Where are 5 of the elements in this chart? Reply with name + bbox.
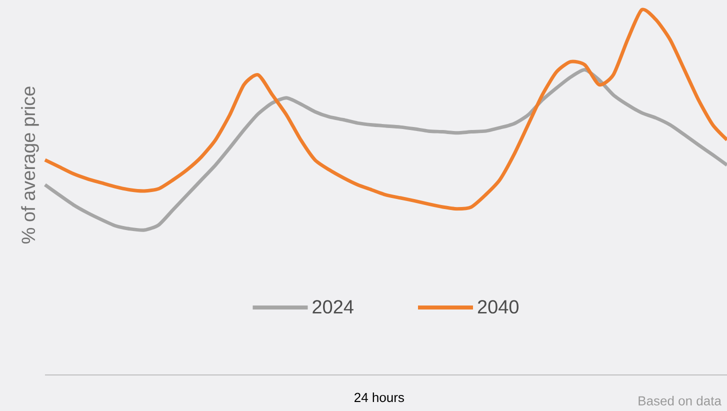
legend-label: 2040	[478, 300, 519, 314]
y-axis-title: % of average price	[21, 86, 39, 244]
text: Based on data	[638, 396, 722, 406]
legend-label: 2024	[312, 300, 354, 314]
x-axis-title: 24 hours	[354, 392, 404, 402]
